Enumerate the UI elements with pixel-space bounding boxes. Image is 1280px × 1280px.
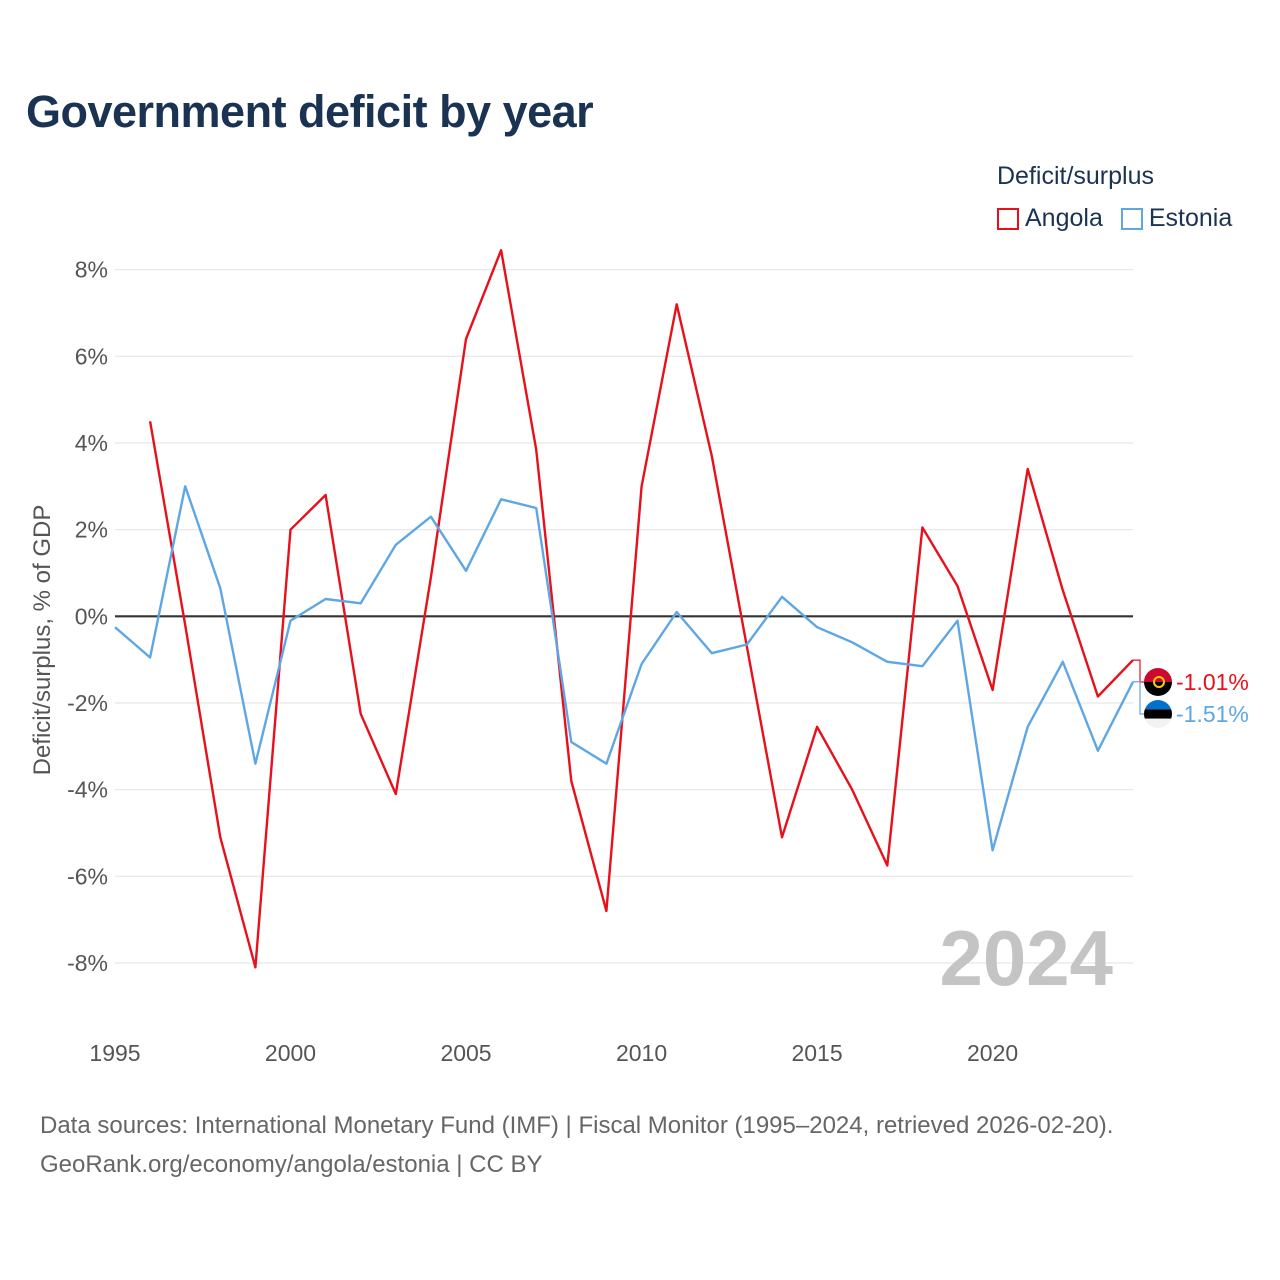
footer-sources: Data sources: International Monetary Fun… xyxy=(40,1112,1114,1139)
footer: Data sources: International Monetary Fun… xyxy=(40,1106,1113,1184)
x-tick-label: 2010 xyxy=(616,1040,667,1066)
estonia-flag-icon xyxy=(1144,700,1172,728)
y-tick-label: 0% xyxy=(75,603,108,629)
y-axis-label: Deficit/surplus, % of GDP xyxy=(29,505,56,776)
y-tick-label: -6% xyxy=(67,863,108,889)
legend: Angola Estonia xyxy=(997,204,1250,233)
footer-attribution[interactable]: GeoRank.org/economy/angola/estonia | CC … xyxy=(40,1151,543,1178)
flag-body xyxy=(1144,700,1172,728)
legend-swatch-angola xyxy=(997,207,1019,230)
end-markers: -1.01% -1.51% xyxy=(1133,659,1249,728)
angola-flag-icon xyxy=(1144,668,1172,696)
flag-body xyxy=(1144,668,1172,696)
y-tick-labels: 8% 6% 4% 2% 0% -2% -4% -6% -8% xyxy=(67,257,108,976)
flag-stripe xyxy=(1144,682,1172,696)
legend-title: Deficit/surplus xyxy=(997,162,1154,190)
end-connector xyxy=(1133,681,1147,715)
flag-stripe xyxy=(1144,718,1172,728)
flag-emblem xyxy=(1153,676,1165,688)
x-tick-label: 2005 xyxy=(440,1040,491,1066)
y-tick-label: -2% xyxy=(67,690,108,716)
x-tick-label: 2020 xyxy=(967,1040,1018,1066)
y-tick-label: -8% xyxy=(67,950,108,976)
legend-label-angola: Angola xyxy=(1025,204,1103,232)
x-tick-label: 2000 xyxy=(265,1040,316,1066)
y-tick-label: 6% xyxy=(75,343,108,369)
flag-stripe xyxy=(1144,700,1172,710)
end-value-label-angola: -1.01% xyxy=(1176,669,1249,695)
chart-title: Government deficit by year xyxy=(26,86,594,137)
x-tick-labels: 1995 2000 2005 2010 2015 2020 xyxy=(89,1040,1018,1066)
legend-item-angola[interactable]: Angola xyxy=(997,204,1103,233)
year-watermark: 2024 xyxy=(939,914,1113,1002)
legend-item-estonia[interactable]: Estonia xyxy=(1120,204,1233,233)
series-lines xyxy=(114,248,1135,969)
y-tick-label: 4% xyxy=(75,430,108,456)
flag-stripe xyxy=(1144,709,1172,719)
series-line-estonia[interactable] xyxy=(114,485,1135,852)
x-tick-label: 1995 xyxy=(89,1040,140,1066)
flag-stripe xyxy=(1144,668,1172,682)
legend-label-estonia: Estonia xyxy=(1148,204,1233,232)
x-tick-label: 2015 xyxy=(791,1040,842,1066)
end-connector xyxy=(1133,659,1147,683)
y-tick-label: -4% xyxy=(67,777,108,803)
gridlines xyxy=(115,269,1133,964)
series-line-angola[interactable] xyxy=(148,248,1134,969)
end-value-label-estonia: -1.51% xyxy=(1176,701,1249,727)
legend-swatch-estonia xyxy=(1120,207,1143,230)
y-tick-label: 2% xyxy=(75,517,108,543)
y-tick-label: 8% xyxy=(75,257,108,283)
